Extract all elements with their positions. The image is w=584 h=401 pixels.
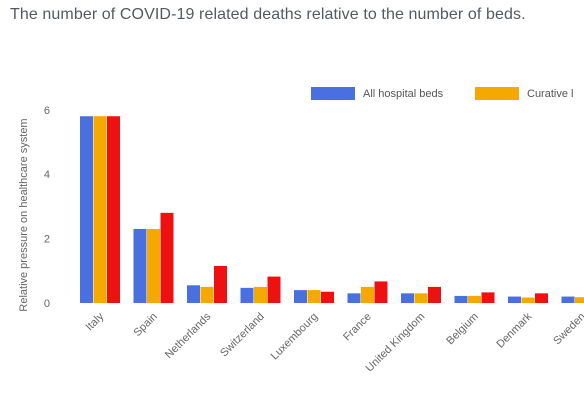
bar	[240, 287, 254, 303]
x-tick-label: Spain	[131, 311, 159, 339]
bar	[401, 293, 414, 303]
bar	[80, 116, 93, 304]
x-tick-label: Italy	[84, 310, 107, 333]
legend-label: Curative l	[527, 88, 573, 100]
bar	[294, 290, 307, 303]
bar	[93, 116, 107, 304]
bar	[535, 293, 548, 303]
bar	[414, 293, 428, 303]
bar	[214, 265, 227, 303]
bar	[160, 212, 174, 303]
bar	[267, 276, 281, 303]
bar	[521, 297, 535, 303]
bar	[133, 228, 147, 303]
x-tick-label: Denmark	[494, 310, 534, 350]
bar	[561, 296, 575, 303]
legend-swatch	[475, 87, 519, 100]
bar	[254, 286, 267, 303]
x-tick-label: Belgium	[444, 311, 481, 348]
legend-label: All hospital beds	[363, 88, 444, 100]
bar	[508, 296, 521, 303]
x-tick-label: Luxembourg	[269, 311, 321, 363]
bar	[575, 297, 584, 303]
legend-swatch	[311, 87, 355, 100]
bar	[481, 292, 495, 303]
bar	[107, 116, 120, 304]
bar	[147, 228, 160, 303]
bar	[468, 295, 481, 303]
x-tick-label: Sweden	[551, 311, 584, 348]
bar	[361, 286, 374, 303]
y-tick-label: 2	[44, 234, 50, 246]
bar	[347, 293, 361, 303]
y-tick-label: 6	[44, 105, 50, 117]
y-axis-label: Relative pressure on healthcare system	[18, 118, 30, 311]
chart-title: The number of COVID-19 related deaths re…	[10, 6, 526, 23]
bar	[321, 291, 334, 303]
x-tick-label: United Kingdom	[364, 311, 428, 375]
bar	[200, 286, 214, 303]
bar	[307, 290, 321, 303]
bar	[187, 285, 200, 303]
x-tick-label: Netherlands	[163, 310, 214, 361]
bar	[374, 281, 388, 303]
bar	[454, 295, 468, 303]
x-tick-label: Switzerland	[218, 311, 267, 360]
bar	[428, 286, 441, 303]
y-tick-label: 4	[44, 169, 50, 181]
x-tick-label: France	[341, 311, 374, 344]
y-tick-label: 0	[44, 298, 50, 310]
